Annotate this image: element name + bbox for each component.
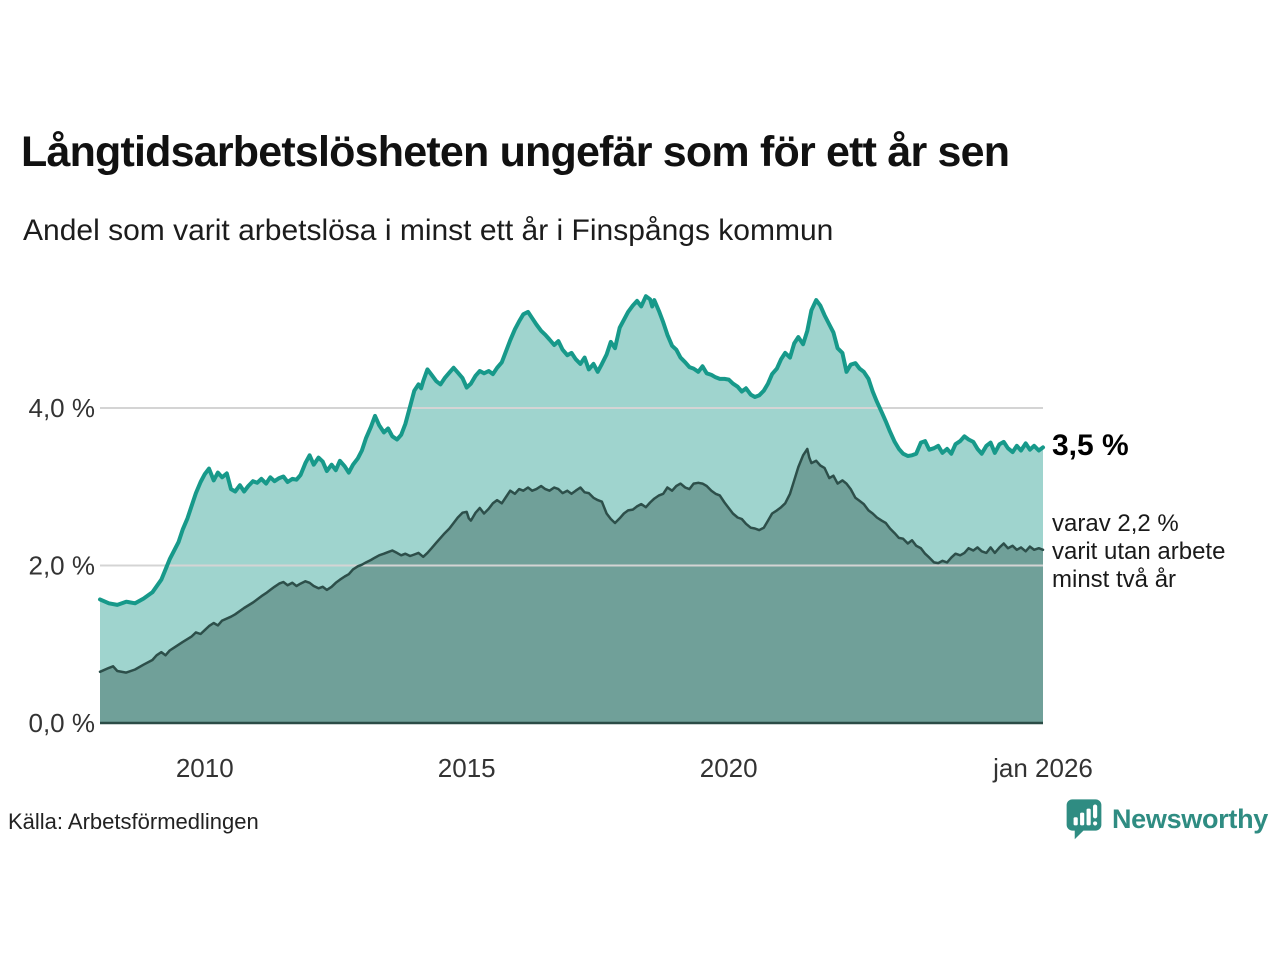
total-line [98,294,1045,607]
page-subtitle: Andel som varit arbetslösa i minst ett å… [23,214,834,247]
y-tick-label: 2,0 % [29,551,96,581]
secondary-annotation-line: varav 2,2 % [1052,510,1179,537]
newsworthy-logo[interactable]: Newsworthy [1064,797,1268,841]
newsworthy-logo-text: Newsworthy [1111,803,1268,834]
two-year-line [98,447,1045,674]
page-title: Långtidsarbetslösheten ungefär som för e… [21,128,1010,176]
x-tick-label: 2015 [438,753,496,783]
x-tick-label: jan 2026 [992,753,1093,783]
x-tick-label: 2020 [700,753,758,783]
y-tick-label: 4,0 % [29,393,96,423]
secondary-annotation-line: varit utan arbete [1052,538,1226,565]
two-year-area-fill [100,448,1043,723]
secondary-annotation-line: minst två år [1052,566,1177,593]
x-tick-label: 2010 [176,753,234,783]
source-credit: Källa: Arbetsförmedlingen [8,809,259,834]
secondary-annotation: varav 2,2 % varit utan arbete minst två … [1052,510,1225,594]
newsworthy-bubble-icon [1066,799,1102,840]
y-tick-label: 0,0 % [29,708,96,738]
end-value-label: 3,5 % [1052,429,1129,462]
